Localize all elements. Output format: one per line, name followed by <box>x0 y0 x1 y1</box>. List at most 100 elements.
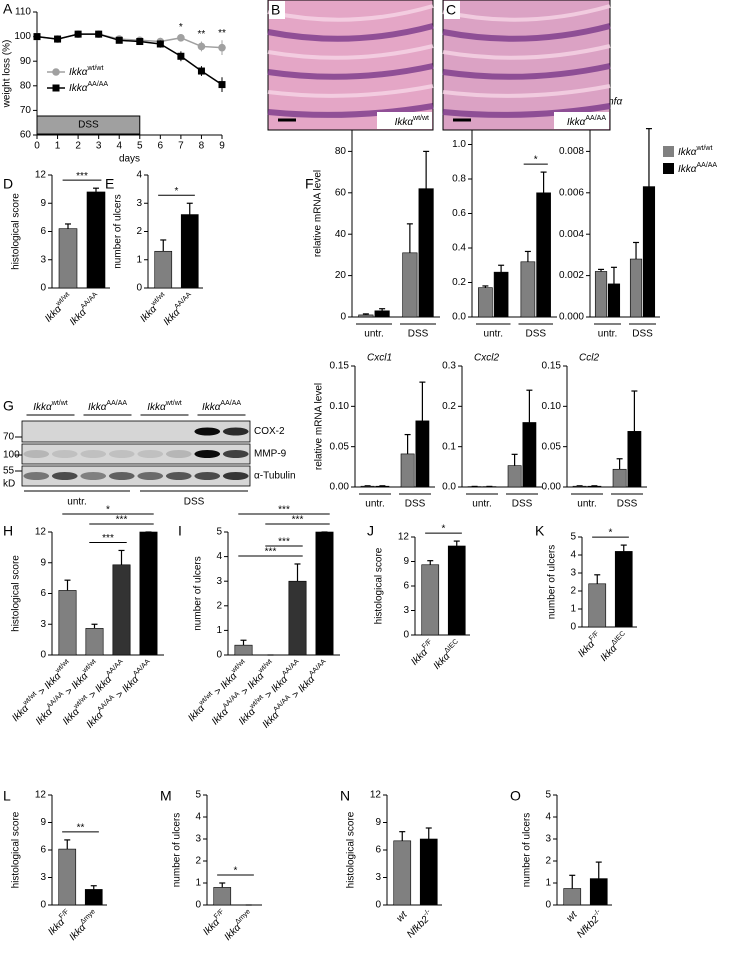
panel-label: H <box>3 523 13 539</box>
y-tick-label: 1 <box>195 878 201 889</box>
bar <box>315 531 334 656</box>
mw-marker: 70 <box>3 432 15 443</box>
blot-band <box>23 450 50 458</box>
blot-band <box>23 472 50 480</box>
blot-band <box>165 450 192 458</box>
y-tick-label: 0 <box>403 630 409 641</box>
y-tick-label: 3 <box>40 872 46 883</box>
y-axis-label: histological score <box>11 193 22 270</box>
legend-label: Ikkαwt/wt <box>678 145 712 158</box>
x-tick-label: 2 <box>75 141 81 152</box>
y-tick-label: 3 <box>403 605 409 616</box>
point <box>33 33 41 41</box>
y-tick-label: 3 <box>570 568 576 579</box>
y-tick-label: 1 <box>136 254 142 265</box>
label-text: Ikkα <box>69 83 88 94</box>
bar <box>84 889 103 906</box>
bar <box>507 465 522 488</box>
label-sup: wt/wt <box>86 65 103 72</box>
y-tick-label: 1 <box>545 878 551 889</box>
bar <box>288 580 307 656</box>
bar <box>419 838 438 906</box>
y-axis-label: relative mRNA level <box>313 170 324 257</box>
tissue-layer <box>267 44 434 60</box>
y-tick-label: 0.008 <box>559 146 584 157</box>
label-sup: AA/AA <box>696 162 717 169</box>
y-axis-label: weight loss (%) <box>2 40 13 109</box>
y-tick-label: 0.002 <box>559 270 584 281</box>
y-tick-label: 0 <box>340 312 346 323</box>
y-axis-label: number of ulcers <box>113 194 124 268</box>
panel-label: K <box>535 523 545 539</box>
y-tick-label: 5 <box>545 790 551 801</box>
blot-band <box>108 472 135 480</box>
panel-label: M <box>160 788 172 804</box>
point <box>136 38 144 46</box>
bar <box>58 590 77 656</box>
x-tick-label: DSS <box>525 329 546 340</box>
y-tick-label: 0.1 <box>442 441 456 452</box>
y-tick-label: 2 <box>136 226 142 237</box>
blot-band <box>222 450 249 458</box>
blot-band <box>80 472 107 480</box>
x-tick-label: 9 <box>219 141 225 152</box>
tissue-layer <box>442 23 611 42</box>
y-tick-label: 1.0 <box>452 139 466 150</box>
panel-label: C <box>446 2 456 18</box>
y-axis-label: histological score <box>11 811 22 888</box>
tissue-layer <box>267 103 434 118</box>
x-axis-label: days <box>119 154 140 165</box>
y-tick-label: 100 <box>14 31 31 42</box>
y-tick-label: 3 <box>136 198 142 209</box>
blot-band <box>222 427 249 436</box>
label-text: Ikkα <box>147 402 166 413</box>
x-tick-label: 3 <box>96 141 102 152</box>
x-tick-label: DSS <box>408 329 429 340</box>
y-tick-label: 110 <box>15 7 31 18</box>
y-tick-label: 9 <box>375 817 381 828</box>
y-tick-label: 9 <box>403 556 409 567</box>
point <box>115 36 123 44</box>
x-tick-label: untr. <box>365 499 384 510</box>
y-tick-label: 3 <box>216 576 222 587</box>
x-tick-label: DSS <box>405 499 426 510</box>
bar <box>402 252 418 318</box>
legend-marker <box>52 68 60 76</box>
y-tick-label: 90 <box>20 56 32 67</box>
point <box>177 34 185 42</box>
bar <box>627 431 642 488</box>
tissue-layer <box>267 84 434 98</box>
blot-band <box>222 472 249 480</box>
tissue-layer <box>267 4 434 22</box>
y-tick-label: 0 <box>40 283 46 294</box>
panel-label: L <box>3 788 11 804</box>
lane-header: IkkαAA/AA <box>88 400 127 413</box>
significance-label: *** <box>265 547 277 558</box>
label-text: Ikkα <box>678 164 697 175</box>
label-sup: AA/AA <box>87 81 108 88</box>
point <box>177 52 185 60</box>
y-tick-label: 0 <box>40 900 46 911</box>
tissue-layer <box>442 103 611 118</box>
y-tick-label: 0.05 <box>542 441 562 452</box>
y-tick-label: 12 <box>370 790 382 801</box>
y-tick-label: 4 <box>545 812 551 823</box>
y-axis-label: number of ulcers <box>193 556 204 630</box>
y-tick-label: 5 <box>195 790 201 801</box>
bar <box>86 191 106 289</box>
y-tick-label: 5 <box>570 532 576 543</box>
y-tick-label: 0 <box>136 283 142 294</box>
bar <box>415 420 430 488</box>
chart-title: Cxcl2 <box>474 353 499 364</box>
significance-label: * <box>234 866 238 877</box>
bar <box>393 840 412 906</box>
y-tick-label: 12 <box>35 527 47 538</box>
protein-label: COX-2 <box>254 426 285 437</box>
blot-band <box>137 450 164 458</box>
y-tick-label: 6 <box>40 845 46 856</box>
significance-label: * <box>534 155 538 166</box>
x-tick-label: untr. <box>577 499 596 510</box>
bar <box>400 453 415 488</box>
y-tick-label: 40 <box>335 229 347 240</box>
chart-title: Ccl2 <box>579 353 599 364</box>
